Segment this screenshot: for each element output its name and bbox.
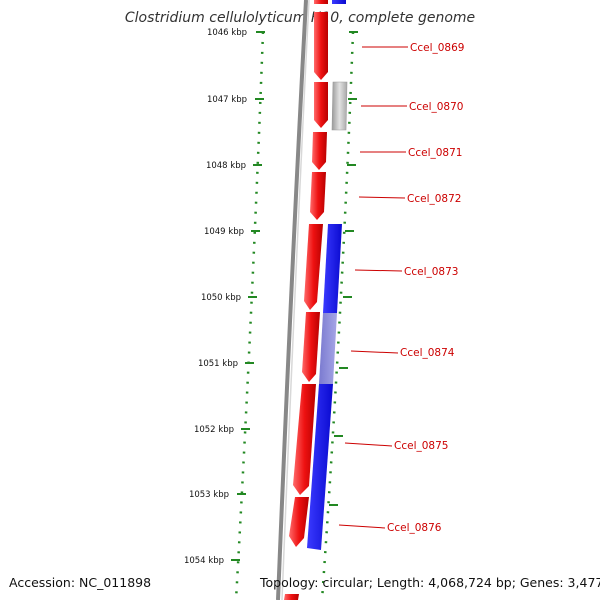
- genome-summary-text: Topology: circular; Length: 4,068,724 bp…: [260, 575, 600, 590]
- gene-arrow-0873: [304, 224, 323, 310]
- ruler-label: 1052 kbp: [194, 425, 234, 435]
- ruler-label: 1047 kbp: [207, 95, 247, 105]
- ruler-label: 1053 kbp: [189, 490, 229, 500]
- leader-line: [338, 524, 386, 529]
- gene-label[interactable]: Ccel_0872: [407, 193, 461, 205]
- gene-label[interactable]: Ccel_0876: [387, 522, 442, 534]
- genome-backbone: [276, 0, 308, 600]
- outer-ticks: [329, 31, 358, 506]
- gene-arrow-0876: [289, 497, 309, 547]
- gene-arrow-0874: [302, 312, 320, 382]
- gene-block-blue-1: [323, 224, 342, 313]
- gene-arrow-0872: [310, 172, 326, 220]
- forward-strand-track: [284, 0, 328, 600]
- ruler-label: 1049 kbp: [204, 227, 244, 237]
- gene-label[interactable]: Ccel_0873: [404, 266, 458, 278]
- gene-label[interactable]: Ccel_0874: [400, 347, 455, 359]
- gene-block-top: [332, 0, 346, 4]
- ruler-labels: 1046 kbp 1047 kbp 1048 kbp 1049 kbp 1050…: [184, 28, 247, 566]
- leader-line: [350, 350, 399, 354]
- gene-label[interactable]: Ccel_0870: [409, 101, 463, 113]
- gene-block-lavender: [319, 313, 337, 384]
- gene-block-gray: [331, 81, 348, 131]
- ruler-label: 1054 kbp: [184, 556, 224, 566]
- reverse-strand-track: [307, 0, 348, 550]
- gene-label[interactable]: Ccel_0869: [410, 42, 464, 54]
- gene-arrow-top: [314, 0, 328, 4]
- ruler-label: 1050 kbp: [201, 293, 241, 303]
- ruler-dotted-line: [234, 31, 265, 600]
- gene-label[interactable]: Ccel_0875: [394, 440, 448, 452]
- gene-arrow-0869: [314, 12, 328, 80]
- gene-arrow-0875: [293, 384, 316, 495]
- ruler-label: 1048 kbp: [206, 161, 246, 171]
- gene-block-blue-2: [307, 384, 333, 550]
- gene-arrow-bottom: [284, 594, 299, 600]
- accession-text: Accession: NC_011898: [9, 575, 152, 590]
- gene-leader-lines: [338, 46, 408, 529]
- gene-arrow-0871: [312, 132, 327, 170]
- leader-line: [354, 269, 403, 272]
- leader-line: [344, 442, 393, 447]
- gene-labels: Ccel_0869 Ccel_0870 Ccel_0871 Ccel_0872 …: [387, 42, 464, 534]
- gene-label[interactable]: Ccel_0871: [408, 147, 462, 159]
- genome-title: Clostridium cellulolyticum H10, complete…: [124, 10, 476, 26]
- ruler-label: 1046 kbp: [207, 28, 247, 38]
- ruler-label: 1051 kbp: [198, 359, 238, 369]
- ruler-ticks: [231, 31, 265, 561]
- backbone-highlight: [281, 0, 310, 600]
- gene-arrow-0870: [314, 82, 328, 128]
- leader-line: [358, 196, 406, 199]
